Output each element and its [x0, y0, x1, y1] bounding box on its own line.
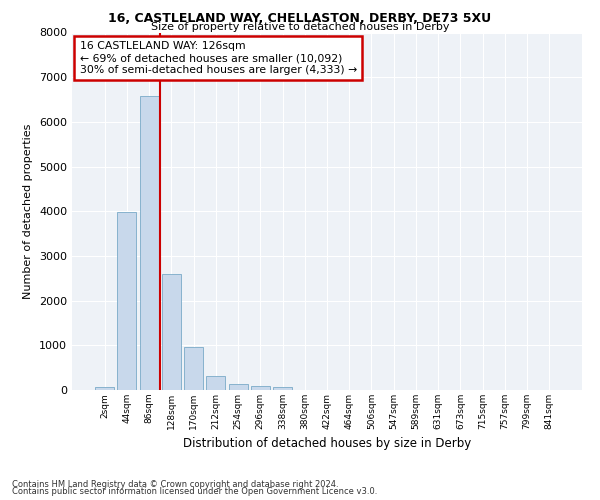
Bar	[229, 384, 248, 390]
Bar	[118, 212, 136, 390]
Bar	[206, 376, 225, 390]
Bar	[184, 347, 203, 390]
Y-axis label: Number of detached properties: Number of detached properties	[23, 124, 34, 299]
Bar	[95, 387, 114, 390]
Text: Contains HM Land Registry data © Crown copyright and database right 2024.: Contains HM Land Registry data © Crown c…	[12, 480, 338, 489]
Bar	[140, 96, 158, 390]
Text: 16 CASTLELAND WAY: 126sqm
← 69% of detached houses are smaller (10,092)
30% of s: 16 CASTLELAND WAY: 126sqm ← 69% of detac…	[80, 42, 357, 74]
Bar	[162, 274, 181, 390]
Bar	[251, 386, 270, 390]
X-axis label: Distribution of detached houses by size in Derby: Distribution of detached houses by size …	[183, 438, 471, 450]
Text: Size of property relative to detached houses in Derby: Size of property relative to detached ho…	[151, 22, 449, 32]
Text: 16, CASTLELAND WAY, CHELLASTON, DERBY, DE73 5XU: 16, CASTLELAND WAY, CHELLASTON, DERBY, D…	[109, 12, 491, 26]
Text: Contains public sector information licensed under the Open Government Licence v3: Contains public sector information licen…	[12, 488, 377, 496]
Bar	[273, 388, 292, 390]
